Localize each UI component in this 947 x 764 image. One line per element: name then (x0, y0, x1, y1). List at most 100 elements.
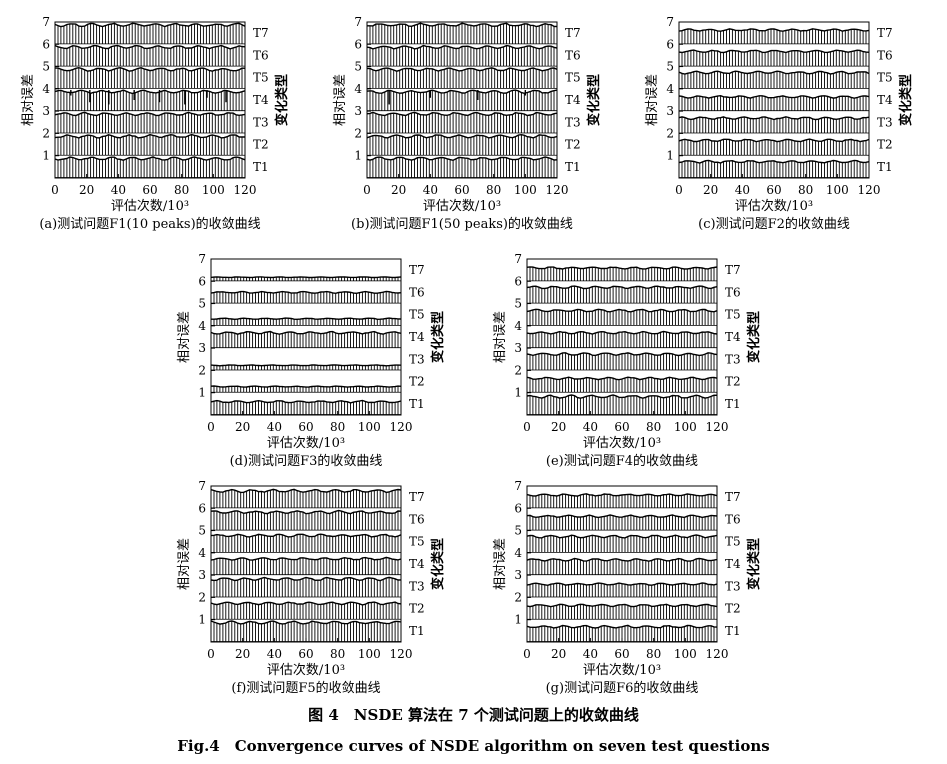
x-axis-label: 评估次数/10³ (583, 435, 661, 451)
y-tick-label: 5 (42, 60, 50, 74)
x-tick-label: 0 (207, 420, 215, 434)
chart-panel-d: 1 2 3 4 5 6 7 0 20 40 60 80 100 120 T1 T2 T3 T4 T5 T6 T7 评估次数… (177, 252, 446, 469)
series-label: T2 (877, 138, 893, 152)
y-tick-label: 7 (514, 479, 522, 493)
series-bars (54, 90, 246, 111)
series-t1 (210, 620, 402, 642)
series-label: T2 (565, 138, 581, 152)
series-bars (210, 331, 402, 348)
series-label: T3 (725, 352, 741, 366)
x-tick-label: 100 (202, 183, 225, 197)
series-label: T6 (725, 512, 741, 526)
y-tick-label: 1 (198, 613, 206, 627)
x-tick-label: 100 (358, 647, 381, 661)
series-bars (526, 515, 718, 531)
series-line (526, 624, 718, 629)
series-label: T5 (253, 71, 269, 85)
series-label: T4 (877, 93, 893, 107)
y-tick-label: 4 (354, 82, 362, 96)
series-label: T5 (725, 535, 741, 549)
series-label: T1 (877, 160, 893, 174)
x-tick-label: 60 (298, 420, 313, 434)
y-tick-label: 4 (666, 82, 674, 96)
series-line (678, 138, 870, 143)
series-label: T1 (253, 160, 269, 174)
x-tick-label: 20 (703, 183, 718, 197)
y-tick-label: 4 (198, 546, 206, 560)
y2-axis-label: 变化类型 (274, 74, 290, 126)
y-tick-label: 7 (42, 15, 50, 29)
series-line (678, 28, 870, 32)
series-bars (366, 45, 558, 67)
y2-axis-label: 变化类型 (746, 311, 762, 363)
x-tick-label: 120 (706, 647, 729, 661)
series-line (678, 116, 870, 121)
x-tick-label: 100 (826, 183, 849, 197)
y2-axis-label: 变化类型 (586, 74, 602, 126)
x-tick-label: 40 (583, 420, 598, 434)
series-t2 (678, 138, 870, 156)
y2-axis-label: 变化类型 (898, 74, 914, 126)
series-t6 (678, 49, 870, 67)
series-line (678, 49, 870, 54)
series-line (526, 557, 718, 562)
series-line (54, 156, 246, 161)
series-t2 (526, 603, 718, 620)
series-bars (366, 134, 558, 156)
series-bars (526, 286, 718, 304)
series-label: T2 (409, 375, 425, 389)
x-tick-label: 80 (646, 647, 661, 661)
x-tick-label: 80 (174, 183, 189, 197)
y-tick-label: 6 (666, 37, 674, 51)
series-t2 (526, 376, 718, 393)
series-label: T6 (409, 512, 425, 526)
series-label: T5 (565, 71, 581, 85)
series-label: T7 (725, 263, 741, 277)
y-tick-label: 4 (514, 546, 522, 560)
series-line (54, 111, 246, 117)
series-label: T4 (409, 330, 425, 344)
x-tick-label: 0 (363, 183, 371, 197)
y-axis-label: 相对误差 (177, 538, 192, 590)
x-tick-label: 80 (330, 647, 345, 661)
y-axis-label: 相对误差 (333, 74, 348, 126)
y-axis-label: 相对误差 (493, 311, 508, 363)
series-line (367, 22, 558, 28)
series-t4 (210, 330, 402, 349)
y2-axis-label: 变化类型 (430, 538, 446, 590)
series-line (210, 385, 402, 388)
series-t6 (54, 44, 246, 67)
series-label: T5 (409, 535, 425, 549)
y-tick-label: 3 (198, 568, 206, 582)
series-t6 (366, 44, 558, 67)
series-t7 (678, 28, 870, 45)
y-tick-label: 1 (42, 149, 50, 163)
series-line (210, 364, 402, 367)
series-line (366, 89, 558, 95)
series-t1 (678, 159, 870, 178)
series-bars (526, 535, 718, 553)
series-t2 (366, 133, 558, 156)
series-t3 (366, 111, 558, 134)
series-line (210, 601, 402, 606)
x-tick-label: 120 (390, 647, 413, 661)
series-line (211, 317, 402, 321)
x-tick-label: 20 (551, 647, 566, 661)
x-tick-label: 0 (523, 647, 531, 661)
y-tick-label: 2 (666, 126, 674, 140)
y-tick-label: 1 (514, 613, 522, 627)
series-t1 (526, 624, 718, 642)
series-bars (526, 331, 718, 348)
series-label: T5 (409, 308, 425, 322)
series-bars (678, 95, 870, 111)
chart-panel-b: 1 2 3 4 5 6 7 0 20 40 60 80 100 120 T1 T2 T3 T4 T5 T6 T7 评估次数… (333, 15, 602, 232)
series-t7 (54, 22, 246, 45)
x-axis-label: 评估次数/10³ (267, 662, 345, 678)
x-tick-label: 120 (390, 420, 413, 434)
x-tick-label: 80 (646, 420, 661, 434)
chart-panel-c: 1 2 3 4 5 6 7 0 20 40 60 80 100 120 T1 T2 T3 T4 T5 T6 T7 评估次数… (645, 15, 914, 232)
series-line (526, 603, 718, 608)
series-t1 (526, 394, 718, 415)
series-t2 (210, 385, 402, 393)
y-tick-label: 7 (354, 15, 362, 29)
